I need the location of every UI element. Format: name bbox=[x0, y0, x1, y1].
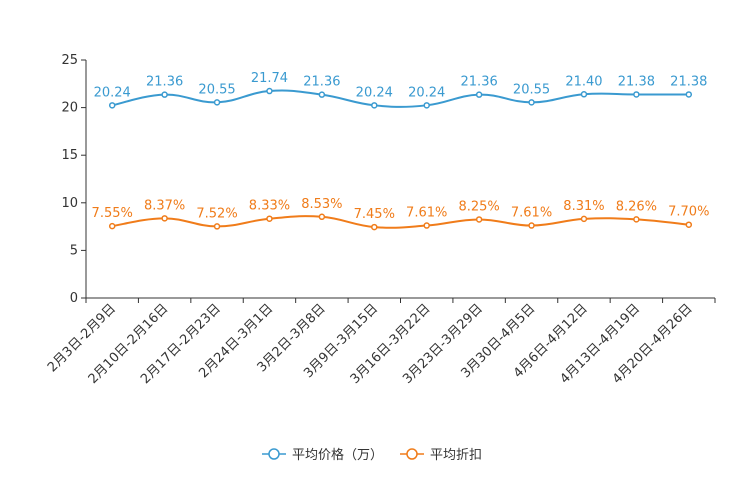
data-point bbox=[266, 215, 273, 222]
data-label: 7.52% bbox=[196, 206, 237, 221]
data-label: 7.61% bbox=[406, 206, 447, 221]
data-label: 8.37% bbox=[144, 198, 185, 213]
data-point bbox=[213, 223, 221, 230]
data-point bbox=[423, 222, 430, 229]
series-1: 20.24 21.36 20.55 21.74 21.36 20.24 20.24 21.36… bbox=[94, 71, 707, 109]
data-point bbox=[633, 91, 640, 98]
legend-item-1[interactable]: 平均价格（万） bbox=[262, 447, 383, 463]
y-tick-label: 5 bbox=[70, 243, 78, 258]
legend-label: 平均折扣 bbox=[430, 448, 482, 463]
data-label: 8.31% bbox=[563, 199, 604, 214]
data-point bbox=[528, 99, 535, 106]
data-label: 20.24 bbox=[408, 85, 445, 100]
legend-label: 平均价格（万） bbox=[292, 447, 383, 463]
data-label: 8.33% bbox=[249, 199, 290, 214]
data-label: 7.70% bbox=[668, 205, 709, 220]
y-tick-label: 10 bbox=[61, 196, 78, 211]
data-label: 21.36 bbox=[461, 75, 498, 90]
data-label: 21.36 bbox=[303, 75, 340, 90]
data-point bbox=[371, 102, 378, 109]
legend[interactable]: 平均价格（万） 平均折扣 bbox=[262, 447, 482, 463]
data-label: 21.40 bbox=[565, 74, 602, 89]
data-label: 21.38 bbox=[618, 74, 655, 89]
data-point bbox=[528, 222, 535, 229]
data-label: 7.61% bbox=[511, 206, 552, 221]
data-point bbox=[475, 91, 483, 98]
data-point bbox=[423, 102, 430, 109]
data-point bbox=[161, 215, 168, 222]
y-tick-label: 25 bbox=[61, 53, 78, 68]
data-point bbox=[685, 91, 693, 98]
data-label: 7.45% bbox=[354, 207, 395, 222]
data-label: 20.55 bbox=[513, 82, 550, 97]
data-point bbox=[161, 91, 168, 98]
data-point bbox=[580, 91, 588, 98]
series-line bbox=[112, 89, 689, 108]
legend-marker bbox=[406, 448, 418, 460]
data-point bbox=[266, 87, 273, 95]
data-point bbox=[371, 223, 378, 231]
data-label: 21.36 bbox=[146, 75, 183, 90]
data-point bbox=[108, 222, 116, 230]
legend-marker bbox=[268, 448, 280, 460]
data-point bbox=[108, 102, 116, 109]
series-layer: 20.24 21.36 20.55 21.74 21.36 20.24 20.24 21.36… bbox=[92, 71, 709, 231]
series-line bbox=[112, 215, 689, 229]
data-label: 21.74 bbox=[251, 71, 288, 86]
data-label: 20.24 bbox=[356, 85, 393, 100]
series-2: 7.55% 8.37% 7.52% 8.33% 8.53% 7.45% 7.61% 8.25%… bbox=[92, 197, 709, 231]
legend-item-2[interactable]: 平均折扣 bbox=[400, 448, 482, 463]
data-label: 20.55 bbox=[198, 82, 235, 97]
data-label: 8.26% bbox=[616, 199, 657, 214]
data-label: 8.25% bbox=[458, 199, 499, 214]
data-point bbox=[633, 216, 640, 223]
y-tick-label: 15 bbox=[61, 148, 78, 163]
data-label: 8.53% bbox=[301, 197, 342, 212]
data-point bbox=[475, 216, 483, 223]
data-point bbox=[318, 213, 326, 221]
data-point bbox=[685, 221, 693, 228]
data-label: 21.38 bbox=[670, 74, 707, 89]
y-tick-label: 20 bbox=[61, 101, 78, 116]
data-point bbox=[580, 215, 588, 223]
data-point bbox=[213, 99, 221, 106]
data-label: 7.55% bbox=[92, 206, 133, 221]
data-label: 20.24 bbox=[94, 85, 131, 100]
data-point bbox=[318, 91, 326, 98]
y-tick-label: 0 bbox=[70, 291, 78, 306]
